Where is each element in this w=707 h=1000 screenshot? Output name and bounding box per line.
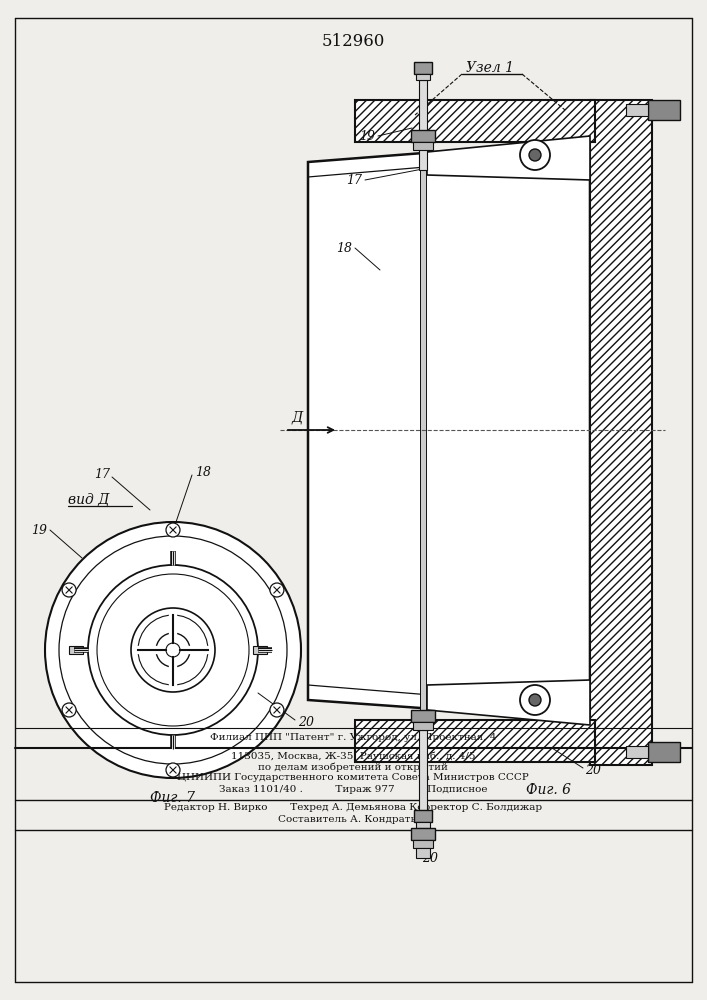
Circle shape [529,694,541,706]
Bar [411,710,435,722]
Circle shape [88,565,258,735]
Text: 20: 20 [585,764,601,776]
Text: 512960: 512960 [321,33,385,50]
Text: 19: 19 [31,524,47,536]
Bar [626,746,648,758]
Circle shape [62,583,76,597]
Circle shape [62,703,76,717]
Bar [416,822,430,828]
Bar [414,810,432,822]
Text: Составитель А. Кондратьев: Составитель А. Кондратьев [278,816,428,824]
Text: Д: Д [291,411,303,425]
Text: Фиг. 6: Фиг. 6 [525,783,571,797]
Circle shape [270,583,284,597]
Text: 20: 20 [298,716,314,730]
Text: 18: 18 [336,241,352,254]
Bar [253,646,267,654]
Polygon shape [427,136,590,180]
Polygon shape [427,680,590,725]
Bar [355,720,595,762]
Circle shape [131,608,215,692]
Bar [355,100,595,142]
Bar [419,730,427,810]
Text: 17: 17 [94,468,110,482]
Circle shape [166,763,180,777]
Text: 19: 19 [359,129,375,142]
Bar [413,142,433,150]
Bar [420,150,426,710]
Bar [413,722,433,730]
Text: Редактор Н. Вирко       Техред А. Демьянова Корректор С. Болдижар: Редактор Н. Вирко Техред А. Демьянова Ко… [164,804,542,812]
Text: 18: 18 [195,466,211,480]
Text: вид Д: вид Д [68,493,110,507]
Bar [411,828,435,840]
Bar [648,100,680,120]
Text: по делам изобретений и открытий: по делам изобретений и открытий [258,762,448,772]
Text: ЦНИИПИ Государственного комитета Совета Министров СССР: ЦНИИПИ Государственного комитета Совета … [177,774,529,782]
Text: 113035, Москва, Ж-35, Раушская наб., д. 4/5: 113035, Москва, Ж-35, Раушская наб., д. … [230,751,475,761]
Circle shape [270,703,284,717]
Text: 17: 17 [346,174,362,186]
Bar [590,100,652,765]
Bar [69,646,83,654]
Text: Заказ 1101/40 .          Тираж 977          Подписное: Заказ 1101/40 . Тираж 977 Подписное [218,784,487,794]
Circle shape [520,685,550,715]
Circle shape [520,140,550,170]
Bar [414,62,432,74]
Bar [416,848,430,858]
Text: Фиг. 7: Фиг. 7 [151,791,196,805]
Circle shape [45,522,301,778]
Bar [411,130,435,142]
Polygon shape [308,140,590,720]
Text: 20: 20 [422,852,438,864]
Bar [416,74,430,80]
Circle shape [156,633,190,667]
Bar [413,840,433,848]
Text: Узел 1: Узел 1 [466,61,514,75]
Text: Филиал ППП "Патент" г. Ужгород, ул. Проектная, 4: Филиал ППП "Патент" г. Ужгород, ул. Прое… [210,732,496,742]
Bar [626,104,648,116]
Bar [419,80,427,170]
Circle shape [529,149,541,161]
Bar [648,742,680,762]
Circle shape [166,523,180,537]
